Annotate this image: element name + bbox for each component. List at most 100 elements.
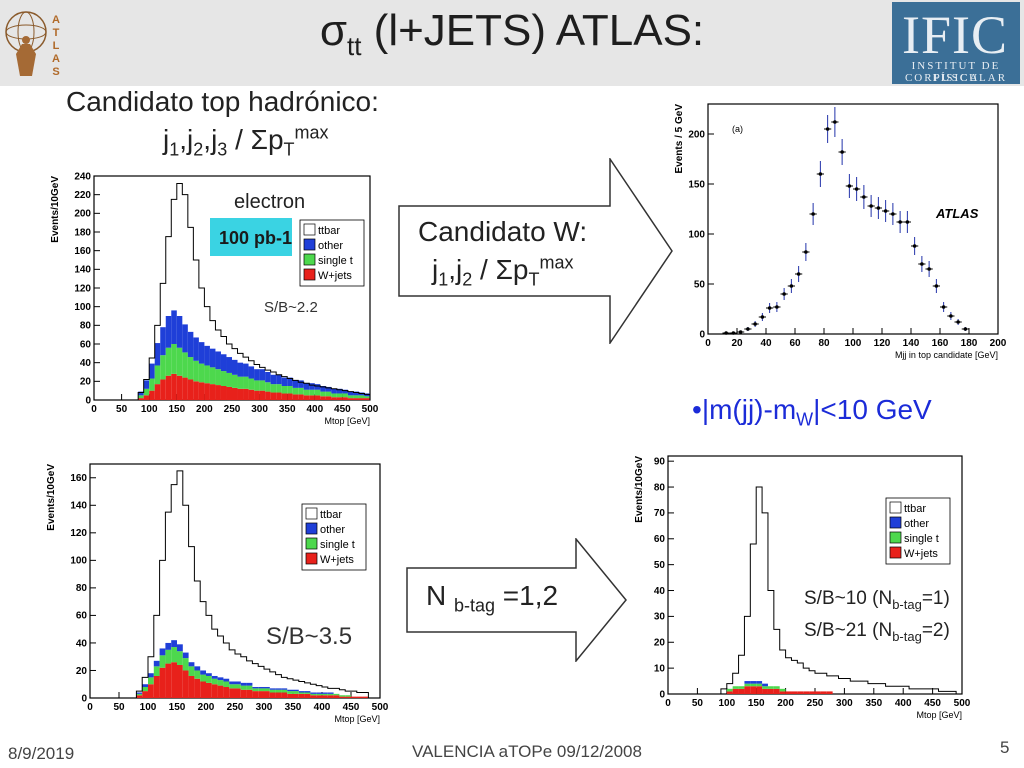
single-t-bar	[738, 686, 745, 689]
single-t-bar	[364, 396, 370, 399]
single-t-bar	[142, 686, 148, 692]
single-t-bar	[322, 693, 328, 696]
wjets-bar	[226, 386, 232, 400]
wjets-bar	[229, 688, 235, 698]
wjets-bar	[200, 681, 206, 698]
data-point	[883, 209, 888, 213]
single-t-bar	[298, 387, 304, 395]
j-symbol: j	[456, 254, 463, 285]
single-t-bar	[258, 688, 264, 692]
other-bar	[281, 688, 288, 690]
x-tick-label: 450	[334, 404, 351, 415]
other-bar	[176, 316, 183, 348]
wjets-bar	[165, 375, 172, 400]
plot-frame	[667, 455, 963, 695]
single-t-bar	[347, 395, 354, 399]
wjets-bar	[223, 686, 230, 698]
other-bar	[259, 369, 266, 381]
single-t-bar	[298, 692, 305, 694]
wjets-bar	[298, 394, 304, 400]
other-bar	[165, 642, 172, 650]
legend-entry: ttbar	[320, 509, 342, 521]
ttbar-step-line	[137, 182, 371, 400]
other-bar	[298, 691, 305, 693]
y-tick-label: 0	[659, 689, 665, 700]
x-tick-label: 200	[196, 404, 213, 415]
single-t-bar	[254, 380, 260, 391]
wjets-bar	[254, 390, 260, 400]
ific-logo-text: IFIC	[902, 5, 1009, 65]
other-bar	[171, 640, 177, 648]
wjets-bar	[246, 689, 253, 698]
ific-logo-line2: CORPUSCULAR	[904, 72, 1008, 84]
data-point	[963, 327, 968, 331]
data-point	[811, 212, 815, 216]
x-axis-label: Mjj in top candidate [GeV]	[895, 350, 998, 360]
other-bar	[237, 362, 244, 377]
lumi-label: 100 pb-1	[219, 228, 292, 248]
legend-swatch	[303, 238, 316, 251]
nbtag-value: =1,2	[495, 580, 559, 611]
other-bar	[265, 372, 271, 383]
y-tick-label: 30	[654, 612, 666, 623]
x-tick-label: 450	[924, 698, 941, 709]
subscript: T	[528, 269, 540, 290]
x-tick-label: 150	[169, 702, 186, 713]
single-t-bar	[353, 395, 359, 399]
single-t-bar	[773, 686, 780, 689]
single-t-bar	[206, 675, 212, 683]
wjets-bar	[347, 398, 354, 400]
legend-swatch	[305, 522, 318, 535]
x-axis-label: Mtop [GeV]	[334, 714, 380, 724]
footer-date: 8/9/2019	[8, 744, 75, 763]
wjets-bar	[237, 388, 244, 400]
data-point	[949, 314, 953, 318]
wjets-bar	[331, 397, 337, 400]
other-bar	[327, 692, 334, 694]
single-t-bar	[339, 695, 346, 697]
wjets-bar	[276, 392, 282, 400]
x-tick-label: 250	[807, 698, 824, 709]
single-t-bar	[237, 376, 244, 389]
x-tick-label: 50	[113, 702, 125, 713]
single-t-bar	[331, 393, 337, 398]
subscript: W	[796, 409, 814, 430]
other-bar	[177, 644, 183, 652]
other-bar	[154, 343, 161, 366]
wjets-bar	[165, 663, 172, 698]
single-t-bar	[226, 372, 232, 387]
data-point	[789, 284, 794, 288]
wjets-bar	[243, 388, 249, 400]
single-t-bar	[200, 674, 206, 682]
x-tick-label: 500	[954, 698, 971, 709]
other-bar	[293, 689, 299, 692]
single-t-bar	[165, 649, 172, 664]
other-bar	[215, 351, 221, 370]
wjets-bar	[269, 692, 276, 698]
other-bar	[220, 354, 227, 372]
other-bar	[142, 684, 148, 687]
x-tick-label: 100	[845, 338, 862, 349]
single-t-bar	[187, 357, 194, 380]
single-t-bar	[136, 693, 143, 696]
wjets-bar	[320, 396, 326, 400]
wjets-bar	[177, 664, 183, 698]
wjets-bar	[182, 377, 188, 400]
wjets-bar	[304, 693, 311, 698]
legend-entry: ttbar	[904, 503, 926, 515]
wjets-bar	[287, 693, 293, 698]
single-t-bar	[325, 391, 332, 397]
wjets-bar	[281, 692, 288, 698]
data-point	[898, 220, 902, 224]
single-t-bar	[345, 695, 351, 697]
single-t-bar	[276, 384, 282, 393]
data-point	[869, 204, 873, 208]
other-bar	[303, 383, 310, 390]
mjj-cut-label: •|m(jj)-mW|<10 GeV	[692, 394, 932, 429]
y-tick-label: 10	[654, 663, 666, 674]
other-bar	[304, 691, 311, 693]
arrow-right-icon	[406, 538, 627, 662]
subscript: 1	[438, 269, 449, 290]
x-tick-label: 150	[168, 404, 185, 415]
other-bar	[314, 384, 321, 390]
